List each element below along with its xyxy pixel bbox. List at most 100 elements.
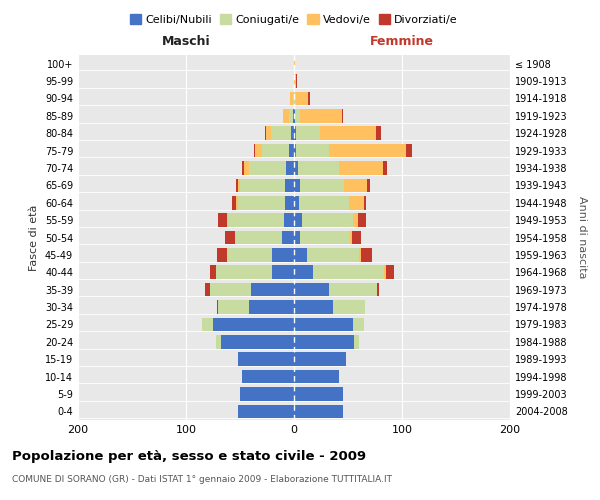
Bar <box>291 126 294 140</box>
Bar <box>353 318 364 331</box>
Bar <box>225 230 235 244</box>
Bar <box>271 126 291 140</box>
Y-axis label: Fasce di età: Fasce di età <box>29 204 39 270</box>
Bar <box>265 126 266 140</box>
Bar <box>282 230 294 244</box>
Bar <box>272 248 294 262</box>
Bar <box>218 214 227 227</box>
Bar <box>227 214 228 227</box>
Bar <box>296 126 320 140</box>
Bar <box>284 214 294 227</box>
Bar <box>294 57 295 70</box>
Bar <box>221 335 294 348</box>
Bar <box>329 144 406 158</box>
Bar <box>254 144 255 158</box>
Bar <box>296 92 308 105</box>
Bar <box>350 230 352 244</box>
Bar <box>240 387 294 400</box>
Bar <box>294 370 340 384</box>
Bar <box>213 318 294 331</box>
Bar <box>377 283 379 296</box>
Bar <box>329 283 377 296</box>
Bar <box>294 126 296 140</box>
Bar <box>248 300 294 314</box>
Bar <box>294 283 329 296</box>
Bar <box>359 248 361 262</box>
Bar <box>352 230 361 244</box>
Bar <box>255 144 262 158</box>
Bar <box>294 196 299 209</box>
Bar <box>294 92 296 105</box>
Bar <box>286 196 294 209</box>
Bar <box>340 161 383 175</box>
Bar <box>361 248 372 262</box>
Bar <box>333 300 365 314</box>
Bar <box>235 230 282 244</box>
Bar <box>210 283 251 296</box>
Bar <box>298 161 340 175</box>
Bar <box>376 126 382 140</box>
Bar <box>308 92 310 105</box>
Bar <box>294 266 313 279</box>
Bar <box>294 144 296 158</box>
Bar <box>238 404 294 418</box>
Bar <box>289 109 293 122</box>
Bar <box>216 266 272 279</box>
Bar <box>383 161 387 175</box>
Y-axis label: Anni di nascita: Anni di nascita <box>577 196 587 279</box>
Text: Maschi: Maschi <box>161 34 211 48</box>
Bar <box>299 196 349 209</box>
Bar <box>240 178 286 192</box>
Bar <box>242 370 294 384</box>
Bar <box>320 126 376 140</box>
Bar <box>307 248 359 262</box>
Bar <box>294 335 355 348</box>
Bar <box>262 144 289 158</box>
Bar <box>232 196 236 209</box>
Bar <box>294 230 301 244</box>
Bar <box>286 178 294 192</box>
Bar <box>238 178 240 192</box>
Bar <box>294 161 298 175</box>
Bar <box>294 300 333 314</box>
Bar <box>217 248 227 262</box>
Bar <box>383 266 386 279</box>
Bar <box>266 126 271 140</box>
Text: COMUNE DI SORANO (GR) - Dati ISTAT 1° gennaio 2009 - Elaborazione TUTTITALIA.IT: COMUNE DI SORANO (GR) - Dati ISTAT 1° ge… <box>12 475 392 484</box>
Bar <box>242 161 244 175</box>
Text: Femmine: Femmine <box>370 34 434 48</box>
Bar <box>236 196 238 209</box>
Bar <box>294 74 296 88</box>
Bar <box>296 144 329 158</box>
Bar <box>294 318 353 331</box>
Bar <box>202 318 213 331</box>
Bar <box>295 109 301 122</box>
Bar <box>289 144 294 158</box>
Bar <box>406 144 412 158</box>
Legend: Celibi/Nubili, Coniugati/e, Vedovi/e, Divorziati/e: Celibi/Nubili, Coniugati/e, Vedovi/e, Di… <box>126 10 462 29</box>
Bar <box>244 161 248 175</box>
Bar <box>294 178 301 192</box>
Bar <box>294 352 346 366</box>
Bar <box>364 196 367 209</box>
Bar <box>217 300 218 314</box>
Bar <box>358 214 367 227</box>
Bar <box>205 283 210 296</box>
Bar <box>302 214 353 227</box>
Bar <box>294 248 307 262</box>
Bar <box>313 266 383 279</box>
Bar <box>294 214 302 227</box>
Bar <box>294 404 343 418</box>
Bar <box>355 335 359 348</box>
Bar <box>301 109 341 122</box>
Bar <box>228 214 284 227</box>
Bar <box>272 266 294 279</box>
Bar <box>341 109 343 122</box>
Bar <box>227 248 272 262</box>
Bar <box>344 178 367 192</box>
Bar <box>283 109 289 122</box>
Bar <box>293 109 294 122</box>
Bar <box>353 214 358 227</box>
Bar <box>290 92 293 105</box>
Bar <box>236 178 238 192</box>
